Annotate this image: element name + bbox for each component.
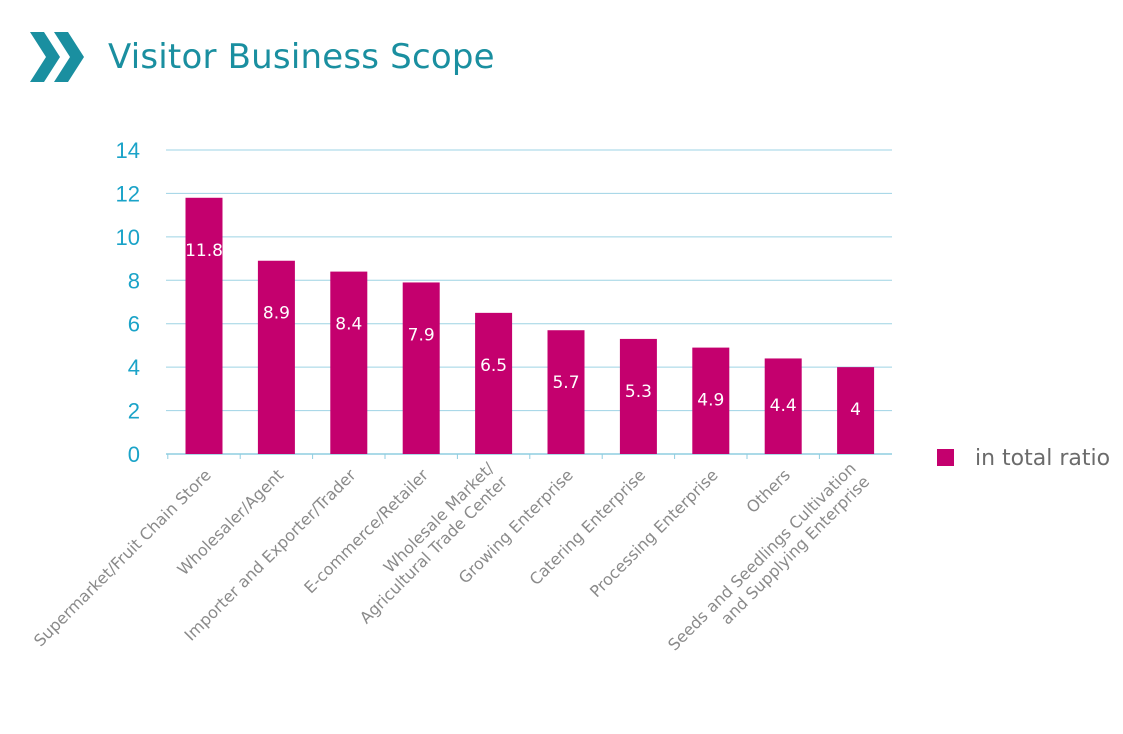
legend-swatch xyxy=(937,449,954,466)
x-category-label: Processing Enterprise xyxy=(586,465,722,601)
bar xyxy=(837,367,875,454)
y-tick-label: 10 xyxy=(116,225,140,250)
x-category-label-line: Others xyxy=(743,465,794,516)
data-label: 6.5 xyxy=(480,356,507,376)
data-label: 4.9 xyxy=(697,391,724,411)
page-title: Visitor Business Scope xyxy=(108,37,495,77)
y-tick-label: 8 xyxy=(128,268,140,293)
data-label: 11.8 xyxy=(185,241,223,261)
x-category-label-line: Processing Enterprise xyxy=(586,465,722,601)
data-label: 5.7 xyxy=(552,373,579,393)
bar xyxy=(764,358,802,454)
y-tick-label: 14 xyxy=(116,138,140,163)
data-label: 4.4 xyxy=(770,396,797,416)
bar xyxy=(330,271,368,454)
y-tick-label: 6 xyxy=(128,312,140,337)
bar xyxy=(547,330,585,454)
bar xyxy=(185,197,223,454)
bar xyxy=(257,260,295,454)
legend-label: in total ratio xyxy=(975,446,1110,471)
chart-header: Visitor Business Scope xyxy=(30,32,495,82)
y-tick-label: 2 xyxy=(128,399,140,424)
data-label: 4 xyxy=(850,400,861,420)
data-label: 8.4 xyxy=(335,315,362,335)
bar xyxy=(402,282,440,454)
data-label: 8.9 xyxy=(263,304,290,324)
x-category-label: Others xyxy=(743,465,794,516)
data-label: 5.3 xyxy=(625,382,652,402)
bar xyxy=(475,312,513,454)
bar xyxy=(692,347,730,454)
y-tick-label: 0 xyxy=(128,442,140,467)
bar xyxy=(619,338,657,454)
data-label: 7.9 xyxy=(408,325,435,345)
y-tick-label: 12 xyxy=(116,181,140,206)
y-tick-label: 4 xyxy=(128,355,140,380)
double-chevron-right-icon xyxy=(30,32,84,82)
x-category-label-line: and Supplying Enterprise xyxy=(717,472,873,628)
